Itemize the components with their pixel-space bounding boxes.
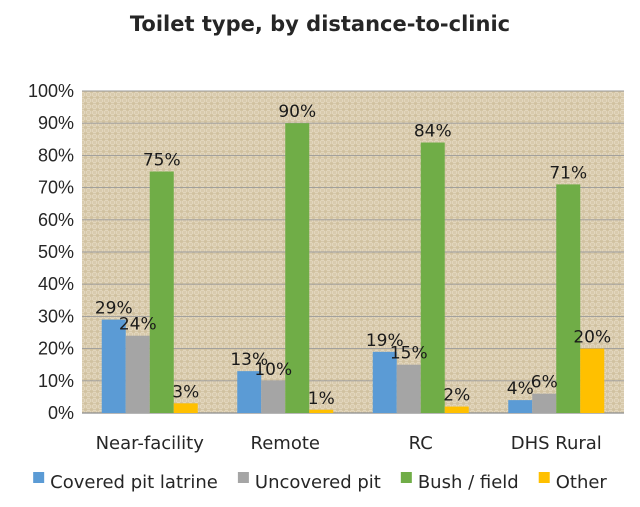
y-tick-label: 0% [48, 403, 74, 423]
bar [285, 123, 310, 413]
x-tick-label: Remote [251, 433, 320, 454]
data-label: 19% [366, 331, 404, 351]
y-tick-label: 80% [38, 145, 74, 165]
bar [309, 409, 334, 413]
data-label: 1% [308, 389, 335, 409]
bar [580, 348, 605, 413]
bar [556, 184, 581, 413]
bar [444, 406, 469, 413]
legend-swatch [33, 472, 45, 483]
data-label: 6% [531, 373, 558, 393]
legend-item: Other [538, 472, 608, 493]
y-tick-label: 60% [38, 210, 74, 230]
bar [261, 380, 286, 413]
x-axis: Near-facility Remote RC DHS Rural [96, 433, 602, 454]
data-label: 15% [390, 344, 428, 364]
legend-label: Covered pit latrine [50, 472, 218, 493]
x-tick-label: RC [409, 433, 433, 454]
data-label: 3% [172, 382, 199, 402]
y-tick-label: 40% [38, 274, 74, 294]
bar [372, 351, 397, 413]
data-label: 29% [95, 299, 133, 319]
y-tick-label: 50% [38, 242, 74, 262]
y-tick-label: 90% [38, 113, 74, 133]
y-tick-label: 10% [38, 371, 74, 391]
legend-label: Uncovered pit [255, 472, 381, 493]
legend-item: Bush / field [400, 472, 519, 493]
data-label: 90% [278, 102, 316, 122]
bar [149, 171, 174, 413]
y-tick-label: 20% [38, 339, 74, 359]
data-label: 84% [414, 122, 452, 142]
data-label: 20% [573, 328, 611, 348]
bar [125, 335, 150, 413]
data-label: 24% [119, 315, 157, 335]
data-labels: 29%24% 75% 3% 13%10% 90% 1% 19%15% 84% 2% 4%6% 71%… [95, 102, 611, 409]
y-axis: 0% 10% 20% 30% 40% 50% 60% 70% 80% 90% 100% [28, 81, 74, 423]
bars [101, 123, 605, 413]
data-label: 10% [254, 360, 292, 380]
x-tick-label: Near-facility [96, 433, 205, 454]
data-label: 4% [507, 379, 534, 399]
data-label: 71% [549, 163, 587, 183]
bar [396, 364, 421, 413]
x-tick-label: DHS Rural [511, 433, 602, 454]
legend-swatch [538, 472, 550, 483]
bar [508, 400, 533, 413]
legend: Covered pit latrine Uncovered pit Bush / f… [33, 472, 607, 493]
bar [420, 142, 445, 413]
data-label: 2% [443, 386, 470, 406]
bar [101, 319, 126, 413]
chart-title: Toilet type, by distance-to-clinic [130, 12, 510, 36]
bar [532, 393, 557, 413]
data-label: 13% [230, 350, 268, 370]
data-label: 75% [143, 151, 181, 171]
legend-label: Bush / field [418, 472, 519, 493]
legend-item: Covered pit latrine [33, 472, 218, 493]
y-tick-label: 30% [38, 306, 74, 326]
legend-label: Other [556, 472, 608, 493]
bar [237, 371, 262, 413]
y-tick-label: 100% [28, 81, 74, 101]
legend-swatch [400, 472, 412, 483]
legend-swatch [237, 472, 249, 483]
y-tick-label: 70% [38, 178, 74, 198]
legend-item: Uncovered pit [237, 472, 381, 493]
bar [173, 403, 198, 413]
